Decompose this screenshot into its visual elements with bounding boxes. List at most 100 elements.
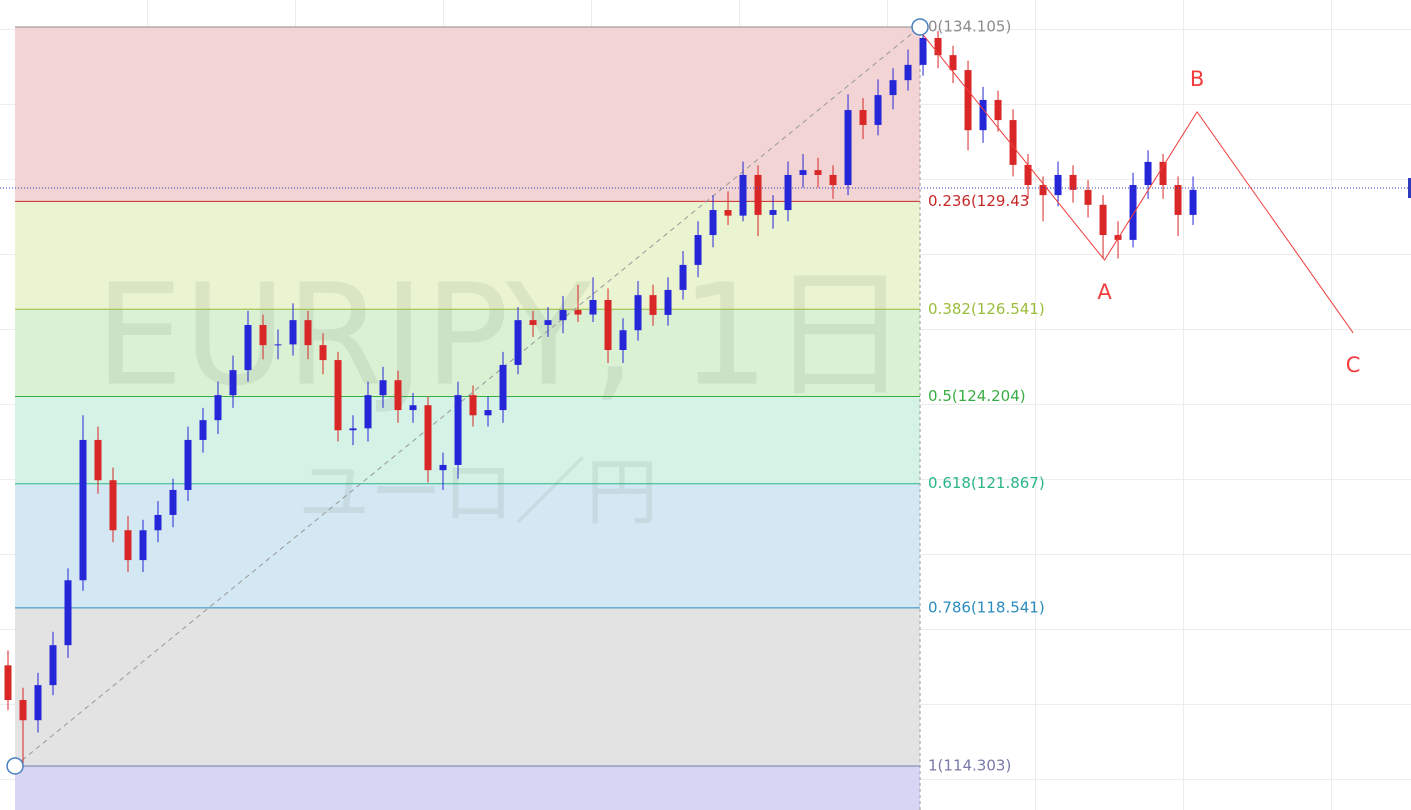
candle-body — [784, 174, 792, 211]
fib-level-label: 0.5(124.204) — [928, 387, 1026, 405]
candle-body — [1189, 189, 1197, 215]
candle-body — [394, 380, 402, 411]
candle-body — [844, 110, 852, 186]
candle-body — [274, 344, 282, 346]
candle-body — [244, 324, 252, 371]
candle-body — [1054, 174, 1062, 196]
candle-body — [79, 439, 87, 581]
candle-body — [619, 330, 627, 350]
candle-body — [349, 428, 357, 431]
fib-level-label: 0.786(118.541) — [928, 598, 1045, 616]
candle-body — [829, 174, 837, 186]
candle-body — [304, 320, 312, 346]
candle-body — [319, 345, 327, 361]
candle-body — [694, 235, 702, 265]
wave-label: A — [1097, 280, 1112, 304]
candle-body — [139, 530, 147, 561]
candle-body — [334, 360, 342, 431]
candle-body — [559, 310, 567, 321]
candle-body — [664, 289, 672, 315]
candle-body — [229, 370, 237, 396]
candle-body — [1129, 185, 1137, 240]
candle-body — [289, 320, 297, 345]
candle-body — [634, 295, 642, 331]
candle-body — [109, 480, 117, 531]
candle-body — [169, 489, 177, 515]
fib-zone — [15, 607, 921, 766]
candle-body — [1009, 120, 1017, 165]
candle-body — [799, 170, 807, 175]
candle-body — [529, 320, 537, 325]
fib-zone — [15, 309, 921, 397]
candle-body — [124, 530, 132, 561]
candle-body — [604, 299, 612, 350]
candle-body — [199, 420, 207, 440]
fib-level-label: 0(134.105) — [928, 17, 1011, 35]
candle-body — [874, 95, 882, 125]
wave-label: C — [1346, 353, 1361, 377]
candle-body — [49, 645, 57, 686]
candle-body — [649, 295, 657, 315]
candle-body — [679, 264, 687, 290]
candle-body — [214, 395, 222, 421]
candle-body — [64, 580, 72, 646]
candle-body — [4, 665, 12, 701]
fib-level-label: 1(114.303) — [928, 756, 1011, 774]
candle-body — [469, 395, 477, 416]
candle-body — [1114, 235, 1122, 240]
candle-body — [1099, 204, 1107, 236]
fib-level-label: 0.618(121.867) — [928, 474, 1045, 492]
candle-body — [709, 210, 717, 236]
candle-body — [34, 685, 42, 721]
candle-body — [1174, 185, 1182, 215]
candle-body — [259, 324, 267, 346]
candle-body — [379, 380, 387, 396]
fib-level-label: 0.236(129.43 — [928, 192, 1029, 210]
candle-body — [544, 320, 552, 325]
fib-zone — [15, 201, 921, 310]
candle-body — [574, 310, 582, 315]
candle-body — [994, 99, 1002, 121]
candle-body — [1084, 189, 1092, 205]
candle-body — [1069, 174, 1077, 190]
fib-anchor — [6, 757, 24, 775]
fib-zone — [15, 26, 921, 202]
candle-body — [499, 364, 507, 411]
candle-body — [739, 174, 747, 216]
candle-body — [949, 55, 957, 71]
fib-zone — [15, 765, 921, 810]
candle-body — [154, 514, 162, 531]
candle-body — [1024, 164, 1032, 186]
candle-body — [514, 320, 522, 365]
candle-body — [979, 99, 987, 131]
fib-zone — [15, 483, 921, 608]
candle-body — [889, 80, 897, 96]
candle-body — [1159, 161, 1167, 186]
candle-body — [769, 210, 777, 215]
candle-body — [964, 70, 972, 131]
candle-body — [184, 439, 192, 490]
fib-anchor — [911, 18, 929, 36]
wave-line — [922, 34, 1354, 334]
current-price-tab — [1408, 178, 1411, 199]
candle-body — [94, 439, 102, 481]
candle-body — [1144, 161, 1152, 186]
candle-body — [484, 410, 492, 416]
watermark-subtitle: ユーロ／円 — [298, 451, 658, 535]
candle-body — [904, 64, 912, 81]
candle-body — [409, 405, 417, 411]
candle-body — [454, 395, 462, 465]
candle-body — [589, 299, 597, 315]
candle-body — [424, 405, 432, 471]
candle-body — [439, 464, 447, 471]
candle-body — [19, 700, 27, 721]
candle-body — [754, 174, 762, 215]
fib-trend-line — [14, 26, 921, 767]
fib-zone — [15, 396, 921, 484]
candle-body — [859, 110, 867, 125]
candle-body — [919, 37, 927, 65]
candle-body — [814, 170, 822, 175]
candle-body — [1039, 185, 1047, 196]
